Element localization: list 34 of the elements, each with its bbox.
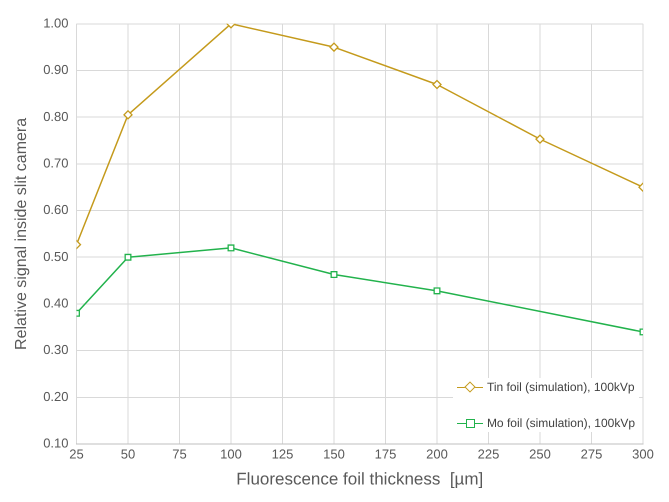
x-tick-label: 250 bbox=[529, 446, 551, 462]
point bbox=[330, 271, 338, 278]
x-tick-label: 25 bbox=[69, 446, 84, 462]
x-tick-label: 100 bbox=[220, 446, 242, 462]
y-tick-label: 0.10 bbox=[43, 436, 68, 451]
y-tick-label: 0.90 bbox=[43, 62, 68, 78]
point bbox=[434, 287, 440, 294]
y-tick-label: 0.40 bbox=[43, 296, 68, 311]
point bbox=[535, 134, 545, 144]
y-tick-label: 0.80 bbox=[43, 108, 68, 124]
point bbox=[329, 42, 339, 52]
y-tick-label: 0.30 bbox=[43, 342, 68, 358]
point bbox=[124, 254, 132, 261]
x-tick-label: 275 bbox=[580, 446, 602, 462]
point bbox=[432, 80, 442, 90]
x-tick-label: 150 bbox=[323, 446, 345, 462]
y-tick-label: 1.00 bbox=[43, 15, 68, 30]
x-axis-title: Fluorescence foil thickness [µm] bbox=[236, 469, 484, 488]
y-axis-title: Relative signal inside slit camera bbox=[13, 118, 30, 350]
y-tick-label: 0.60 bbox=[43, 202, 68, 218]
x-tick-label: 125 bbox=[272, 446, 294, 462]
y-tick-label: 0.70 bbox=[43, 155, 68, 170]
point bbox=[228, 244, 234, 252]
y-tick-label: 0.50 bbox=[43, 248, 68, 264]
legend-label: Mo foil (simulation), 100kVp bbox=[486, 416, 635, 430]
x-tick-label: 50 bbox=[120, 446, 136, 462]
x-tick-label: 225 bbox=[478, 446, 500, 462]
y-tick-label: 0.20 bbox=[43, 388, 68, 404]
x-tick-label: 75 bbox=[172, 446, 187, 462]
x-tick-label: 200 bbox=[426, 446, 448, 462]
x-tick-label: 175 bbox=[374, 446, 396, 462]
legend-label: Tin foil (simulation), 100kVp bbox=[486, 380, 635, 394]
x-tick-label: 300 bbox=[632, 446, 654, 462]
point bbox=[123, 110, 133, 120]
